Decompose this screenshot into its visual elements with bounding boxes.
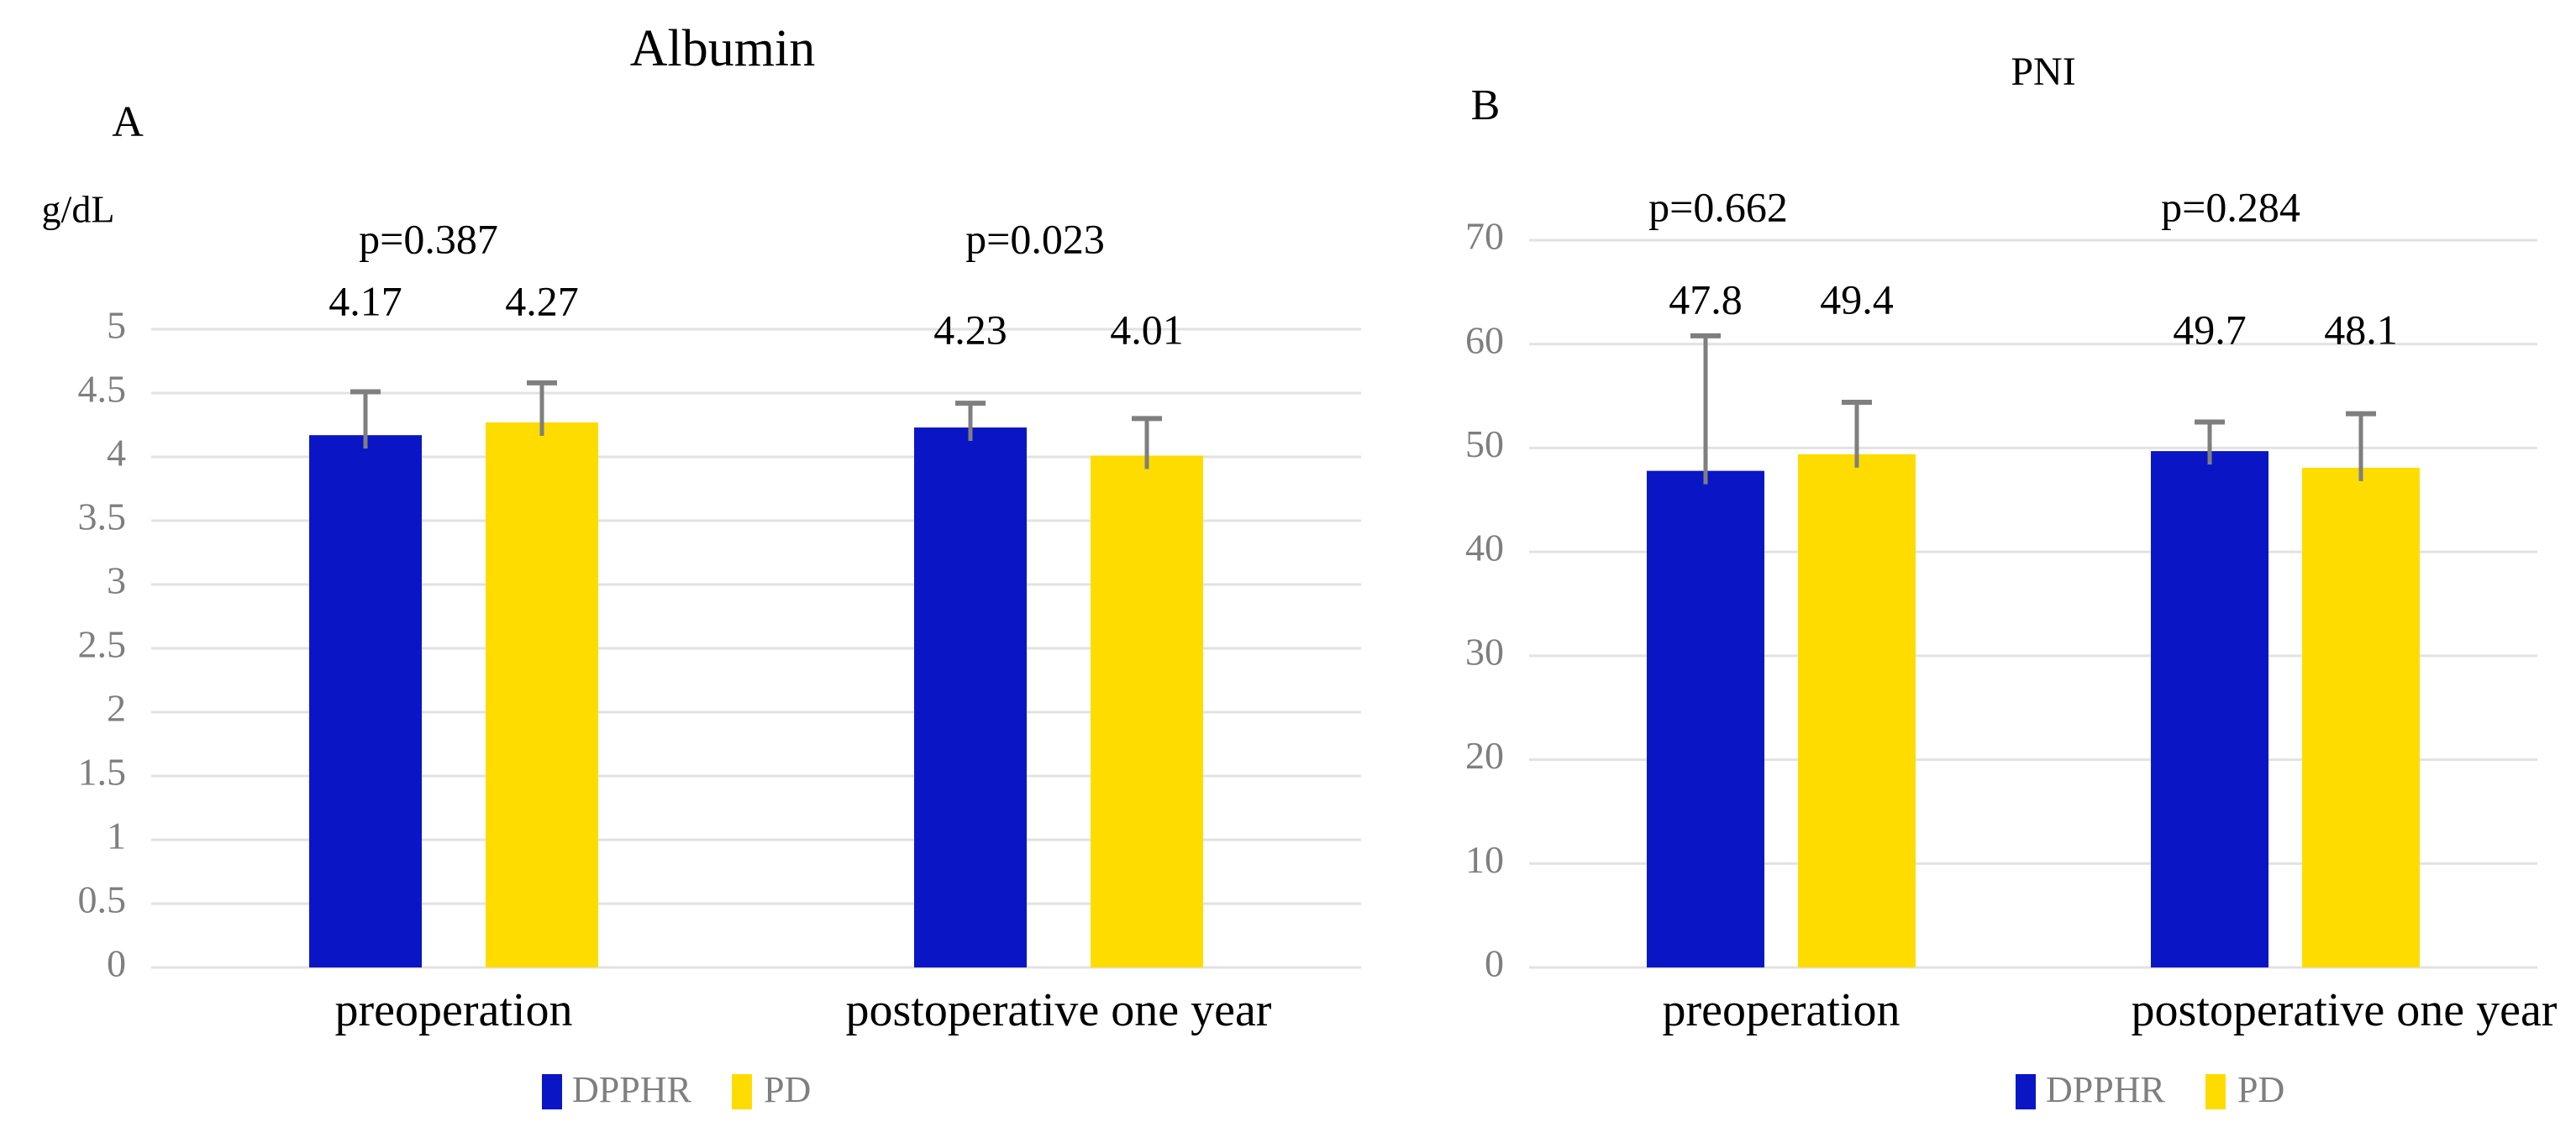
panel-title: Albumin (630, 20, 815, 77)
error-bar (527, 380, 557, 436)
bar-pd-postop-one-year (2302, 467, 2420, 967)
legend-label-dpphr: DPPHR (2046, 1069, 2165, 1110)
p-value-label: p=0.284 (2161, 183, 2300, 230)
bar-value-label: 48.1 (2324, 306, 2398, 353)
bar-value-label: 4.23 (933, 306, 1007, 353)
p-value-label: p=0.662 (1648, 183, 1788, 230)
bar-dpphr-preoperation (309, 435, 422, 967)
bar-pd-postop-one-year (1091, 455, 1203, 967)
error-bar (1842, 399, 1872, 468)
y-tick-label: 10 (1465, 838, 1504, 881)
p-value-label: p=0.387 (359, 215, 498, 262)
panel-letter: B (1471, 81, 1501, 129)
error-bar (2346, 411, 2376, 481)
bar-dpphr-postop-one-year (914, 427, 1027, 967)
panel-b-chart: 0 10 20 30 40 50 60 70 47.8 49.7 49.4 48.1 p=0.662 p=… (1465, 50, 2558, 1110)
panel-a-chart: 00.511.522.533.544.554.174.234.274.01p=0… (42, 20, 1361, 1110)
y-tick-label: 0 (107, 942, 126, 985)
y-tick-label: 0 (1485, 942, 1504, 985)
error-bar (955, 401, 986, 442)
y-tick-label: 4.5 (78, 368, 127, 411)
x-category-label: preoperation (1663, 984, 1900, 1036)
bar-value-label: 4.17 (329, 277, 402, 324)
bar-pd-preoperation (1798, 454, 1916, 967)
y-tick-label: 2.5 (78, 623, 127, 666)
legend-swatch-dpphr (542, 1074, 562, 1109)
y-tick-label: 30 (1465, 630, 1504, 673)
y-tick-label: 40 (1465, 527, 1504, 569)
legend-swatch-dpphr (2016, 1074, 2036, 1109)
legend: DPPHR PD (2016, 1069, 2284, 1110)
legend-label-pd: PD (764, 1069, 811, 1110)
y-tick-label: 3.5 (78, 495, 127, 538)
x-category-label: preoperation (335, 984, 573, 1036)
bar-value-label: 4.01 (1110, 306, 1184, 353)
y-tick-label: 60 (1465, 318, 1504, 361)
x-category-label: postoperative one year (2132, 984, 2558, 1036)
y-tick-label: 20 (1465, 734, 1504, 777)
bar-dpphr-preoperation (1647, 470, 1764, 967)
panel-title: PNI (2011, 50, 2075, 94)
y-tick-label: 2 (107, 687, 126, 730)
x-category-label: postoperative one year (846, 984, 1272, 1036)
y-tick-label: 3 (107, 559, 126, 602)
legend-swatch-pd (2205, 1074, 2226, 1109)
bar-value-label: 4.27 (505, 277, 579, 324)
panel-letter: A (112, 98, 144, 146)
error-bar (350, 389, 381, 449)
bar-pd-preoperation (486, 422, 598, 968)
y-axis-unit-label: g/dL (42, 188, 115, 231)
p-value-label: p=0.023 (965, 215, 1105, 262)
error-bar (1690, 333, 1721, 485)
y-tick-label: 1 (107, 815, 126, 857)
error-bar (2195, 419, 2225, 465)
y-tick-label: 50 (1465, 422, 1504, 465)
legend-label-pd: PD (2237, 1069, 2284, 1110)
legend-label-dpphr: DPPHR (572, 1069, 691, 1110)
y-tick-label: 0.5 (78, 878, 127, 921)
bar-value-label: 49.7 (2173, 306, 2247, 353)
legend-swatch-pd (732, 1074, 752, 1109)
y-tick-label: 5 (107, 304, 126, 347)
y-tick-label: 4 (107, 432, 126, 474)
legend: DPPHR PD (542, 1069, 811, 1110)
bar-dpphr-postop-one-year (2151, 451, 2268, 967)
error-bar (1132, 416, 1162, 469)
bar-value-label: 47.8 (1669, 275, 1743, 322)
y-tick-label: 1.5 (78, 751, 127, 794)
bar-value-label: 49.4 (1820, 275, 1894, 322)
y-tick-label: 70 (1465, 215, 1504, 258)
